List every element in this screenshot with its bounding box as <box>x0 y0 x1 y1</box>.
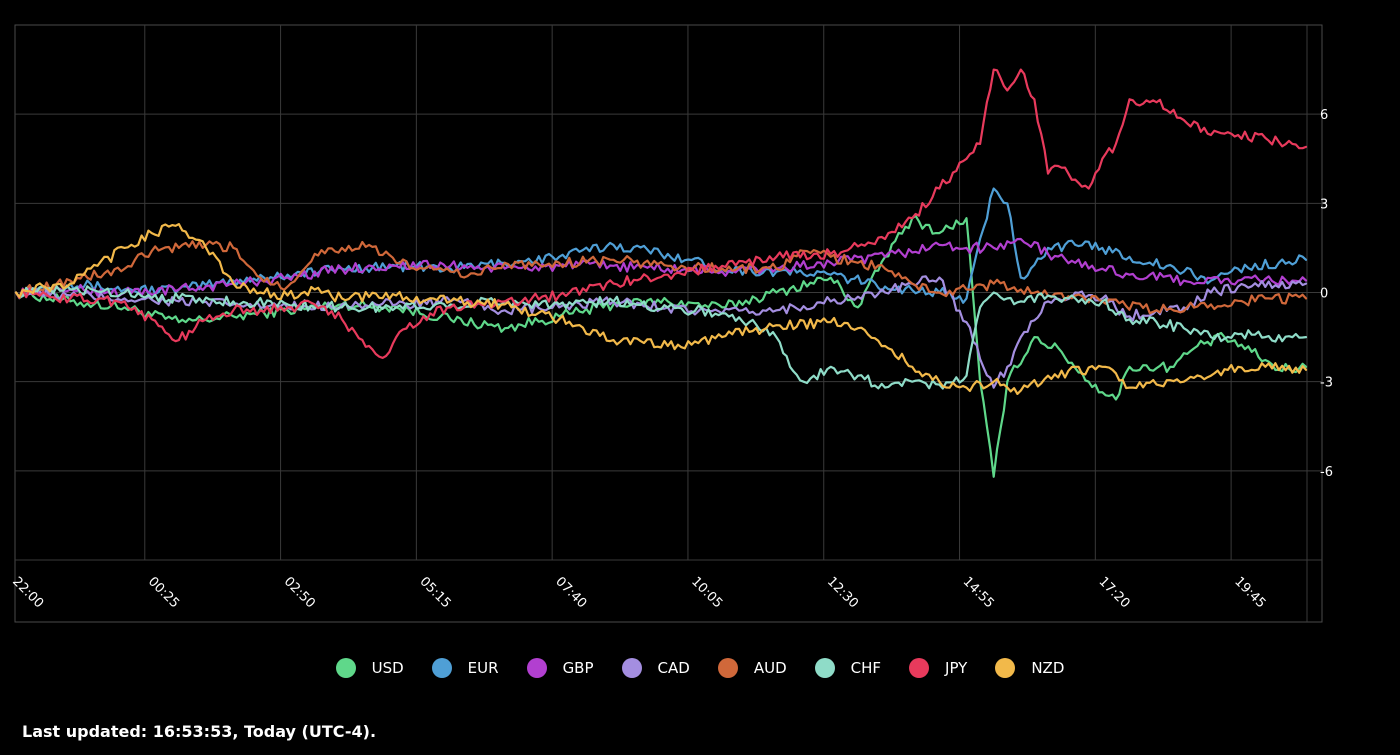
legend-item-usd[interactable]: USD <box>335 658 404 678</box>
legend-swatch-cad <box>621 658 642 678</box>
series-line-nzd <box>14 223 1308 395</box>
grid <box>14 24 1323 623</box>
y-tick-label: 3 <box>1320 197 1328 212</box>
legend-label-gbp: GBP <box>562 659 594 677</box>
legend-label-usd: USD <box>371 659 404 677</box>
legend-swatch-aud <box>717 658 738 678</box>
legend-item-gbp[interactable]: GBP <box>526 658 594 678</box>
x-tick-label: 12:30 <box>824 574 861 611</box>
x-tick-label: 05:15 <box>417 574 454 611</box>
series-lines <box>14 68 1308 478</box>
legend-item-aud[interactable]: AUD <box>717 658 787 678</box>
x-tick-label: 07:40 <box>552 574 589 611</box>
x-tick-label: 00:25 <box>145 574 182 611</box>
y-tick-label: 0 <box>1320 287 1328 302</box>
series-line-jpy <box>14 68 1308 359</box>
legend-label-chf: CHF <box>850 659 882 677</box>
legend-label-nzd: NZD <box>1031 659 1065 677</box>
series-line-aud <box>14 240 1308 315</box>
legend-label-eur: EUR <box>467 659 499 677</box>
legend-item-cad[interactable]: CAD <box>621 658 690 678</box>
series-line-gbp <box>14 237 1308 299</box>
legend-swatch-gbp <box>526 658 547 678</box>
chart-container: 6 3 0 -3 -6 22:00 00:25 02:50 05:15 07:40 10:05 12… <box>9 24 1333 623</box>
last-updated-text: Last updated: 16:53:53, Today (UTC-4). <box>22 722 377 741</box>
legend-item-eur[interactable]: EUR <box>431 658 499 678</box>
legend-item-jpy[interactable]: JPY <box>909 658 967 678</box>
legend-swatch-usd <box>335 658 356 678</box>
legend-item-chf[interactable]: CHF <box>814 658 882 678</box>
x-tick-label: 14:55 <box>960 574 997 611</box>
legend: USD EUR GBP CAD AUD CHF JPY NZD <box>0 654 1400 682</box>
x-tick-label: 19:45 <box>1231 574 1268 611</box>
series-line-chf <box>14 284 1308 390</box>
legend-item-nzd[interactable]: NZD <box>995 658 1064 678</box>
x-tick-label: 17:20 <box>1095 574 1132 611</box>
line-chart: 630-3-6 22:00 00:25 02:50 05:15 07:40 10:05 12… <box>9 24 1333 623</box>
y-tick-label: -6 <box>1320 465 1333 480</box>
x-tick-label: 02:50 <box>281 574 318 611</box>
legend-label-jpy: JPY <box>945 659 968 677</box>
legend-label-cad: CAD <box>657 659 690 677</box>
y-axis-ticks: 6 3 0 -3 -6 <box>1320 108 1333 480</box>
chart-frame <box>14 24 1323 623</box>
legend-swatch-nzd <box>995 658 1016 678</box>
y-tick-label: 6 <box>1320 108 1328 123</box>
legend-swatch-eur <box>431 658 452 678</box>
y-tick-label: -3 <box>1320 376 1333 391</box>
legend-label-aud: AUD <box>753 659 787 677</box>
x-axis-ticks: 22:00 00:25 02:50 05:15 07:40 10:05 12:30 14:55… <box>9 574 1268 611</box>
legend-swatch-jpy <box>909 658 930 678</box>
x-tick-label: 10:05 <box>688 574 725 611</box>
legend-swatch-chf <box>814 658 835 678</box>
